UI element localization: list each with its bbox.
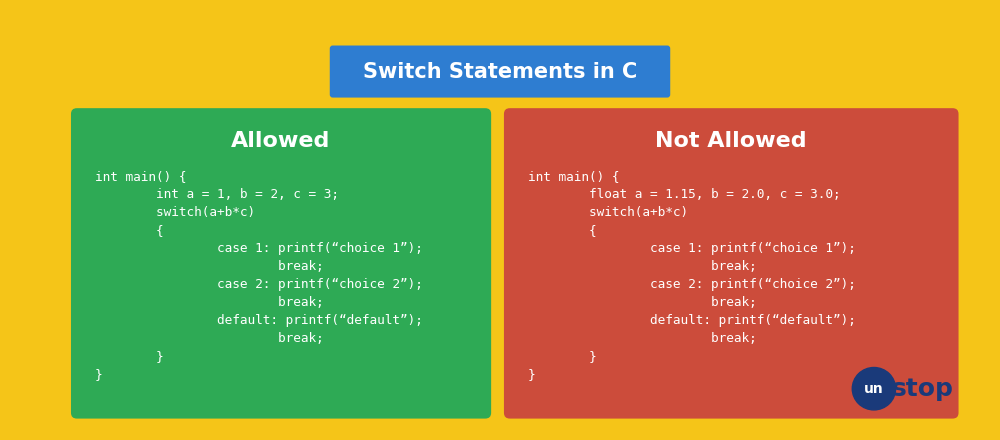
FancyBboxPatch shape xyxy=(504,108,959,418)
Text: un: un xyxy=(864,382,884,396)
Text: Allowed: Allowed xyxy=(231,131,331,151)
FancyBboxPatch shape xyxy=(71,108,491,418)
Text: int main() {
        int a = 1, b = 2, c = 3;
        switch(a+b*c)
        {
  : int main() { int a = 1, b = 2, c = 3; sw… xyxy=(95,170,422,381)
FancyBboxPatch shape xyxy=(330,45,670,98)
Text: int main() {
        float a = 1.15, b = 2.0, c = 3.0;
        switch(a+b*c)
   : int main() { float a = 1.15, b = 2.0, c … xyxy=(528,170,855,381)
Text: stop: stop xyxy=(892,377,954,401)
Text: Switch Statements in C: Switch Statements in C xyxy=(363,62,637,81)
Circle shape xyxy=(852,367,896,410)
Text: Not Allowed: Not Allowed xyxy=(655,131,807,151)
